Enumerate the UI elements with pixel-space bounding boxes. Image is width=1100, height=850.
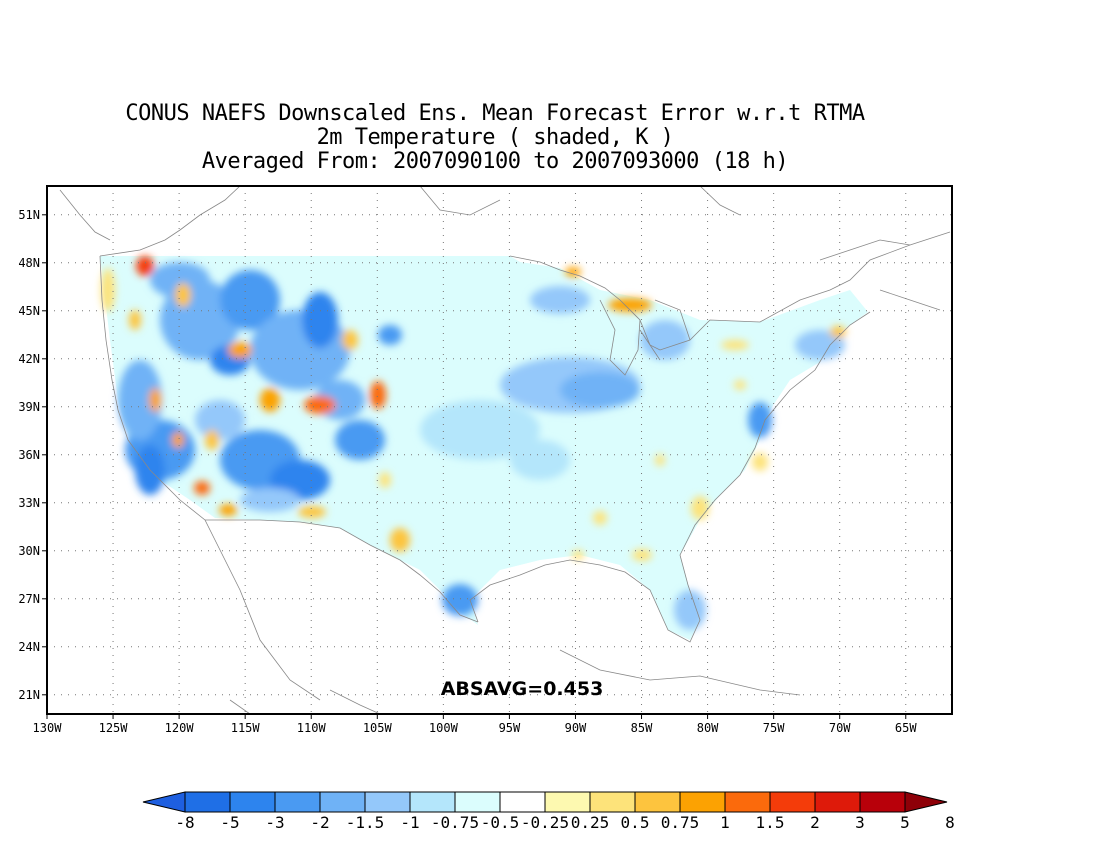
colorbar-box bbox=[679, 791, 726, 813]
latitude-labels: 51N 48N 45N 42N 39N 36N 33N 30N 27N 24N 21N bbox=[18, 208, 40, 702]
lat-label: 36N bbox=[18, 448, 40, 462]
lon-label: 80W bbox=[697, 721, 719, 735]
title-line-2: 2m Temperature ( shaded, K ) bbox=[316, 125, 674, 150]
lon-label: 115W bbox=[231, 721, 261, 735]
colorbar-box bbox=[589, 791, 636, 813]
coastlines bbox=[59, 186, 951, 714]
plot-frame bbox=[46, 185, 953, 715]
colorbar-label: -0.5 bbox=[481, 813, 520, 832]
lon-label: 100W bbox=[429, 721, 459, 735]
colorbar-label: 8 bbox=[945, 813, 955, 832]
colorbar-box bbox=[229, 791, 276, 813]
colorbar-box bbox=[724, 791, 771, 813]
lon-label: 75W bbox=[763, 721, 785, 735]
colorbar-box bbox=[814, 791, 861, 813]
colorbar-label: 0.25 bbox=[571, 813, 610, 832]
lon-label: 90W bbox=[565, 721, 587, 735]
colorbar-box bbox=[859, 791, 906, 813]
shaded-error-field bbox=[100, 256, 868, 640]
lat-label: 51N bbox=[18, 208, 40, 222]
colorbar-box bbox=[634, 791, 681, 813]
lat-label: 24N bbox=[18, 640, 40, 654]
colorbar-label: -1 bbox=[400, 813, 419, 832]
colorbar-label: 1.5 bbox=[756, 813, 785, 832]
plot-title: CONUS NAEFS Downscaled Ens. Mean Forecas… bbox=[0, 102, 990, 174]
colorbar-box bbox=[544, 791, 591, 813]
title-line-3: Averaged From: 2007090100 to 2007093000 … bbox=[201, 149, 789, 174]
lat-label: 39N bbox=[18, 400, 40, 414]
lat-label: 45N bbox=[18, 304, 40, 318]
colorbar-box bbox=[409, 791, 456, 813]
colorbar-underflow-triangle bbox=[142, 791, 186, 813]
lat-label: 33N bbox=[18, 496, 40, 510]
lon-label: 70W bbox=[829, 721, 851, 735]
lon-label: 85W bbox=[631, 721, 653, 735]
lon-label: 125W bbox=[99, 721, 129, 735]
colorbar-label: -8 bbox=[175, 813, 194, 832]
colorbar-box bbox=[184, 791, 231, 813]
lat-label: 48N bbox=[18, 256, 40, 270]
title-line-1: CONUS NAEFS Downscaled Ens. Mean Forecas… bbox=[125, 101, 865, 126]
lon-label: 110W bbox=[297, 721, 327, 735]
colorbar-label: 0.75 bbox=[661, 813, 700, 832]
lon-label: 105W bbox=[363, 721, 393, 735]
colorbar-box bbox=[499, 791, 546, 813]
colorbar-label: 0.5 bbox=[621, 813, 650, 832]
colorbar-box bbox=[454, 791, 501, 813]
colorbar-label: -5 bbox=[220, 813, 239, 832]
colorbar-box bbox=[274, 791, 321, 813]
colorbar-label: 2 bbox=[810, 813, 820, 832]
lon-label: 120W bbox=[165, 721, 195, 735]
colorbar-label: -3 bbox=[265, 813, 284, 832]
lat-label: 42N bbox=[18, 352, 40, 366]
colorbar-overflow-triangle bbox=[904, 791, 948, 813]
colorbar-label: -0.25 bbox=[521, 813, 569, 832]
lat-label: 30N bbox=[18, 544, 40, 558]
colorbar-label: 5 bbox=[900, 813, 910, 832]
lon-label: 130W bbox=[33, 721, 63, 735]
colorbar: -8 -5 -3 -2 -1.5 -1 -0.75 -0.5 -0.25 0.25 0.5 0.75 1… bbox=[142, 791, 955, 832]
colorbar-label: 3 bbox=[855, 813, 865, 832]
lon-label: 95W bbox=[499, 721, 521, 735]
colorbar-label: -0.75 bbox=[431, 813, 479, 832]
lat-label: 27N bbox=[18, 592, 40, 606]
colorbar-box bbox=[769, 791, 816, 813]
colorbar-label: -1.5 bbox=[346, 813, 385, 832]
colorbar-box bbox=[319, 791, 366, 813]
absavg-annotation: ABSAVG=0.453 bbox=[441, 678, 604, 700]
colorbar-box bbox=[364, 791, 411, 813]
colorbar-label: -2 bbox=[310, 813, 329, 832]
lat-label: 21N bbox=[18, 688, 40, 702]
lon-label: 65W bbox=[895, 721, 917, 735]
colorbar-label: 1 bbox=[720, 813, 730, 832]
longitude-labels: 130W 125W 120W 115W 110W 105W 100W 95W 90W 85W 80W… bbox=[33, 721, 918, 735]
